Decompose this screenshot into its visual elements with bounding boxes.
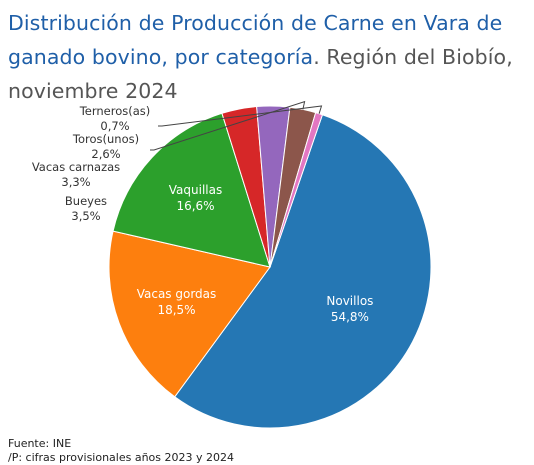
slice-value-bueyes: 3,5% xyxy=(71,209,100,223)
chart-title-sub: . Región del Biobío, noviembre 2024 xyxy=(8,45,513,103)
chart-title-main: Distribución de Producción de Carne en V… xyxy=(8,11,503,69)
footer-source: Fuente: INE xyxy=(8,437,72,450)
slice-value-vacas-carnazas: 3,3% xyxy=(61,175,90,189)
slice-label-vacas-gordas: Vacas gordas xyxy=(137,287,217,301)
slice-label-vaquillas: Vaquillas xyxy=(169,183,222,197)
slice-value-vaquillas: 16,6% xyxy=(176,199,214,213)
pie-slice-novillos xyxy=(174,114,432,429)
pie-slice-vacas-gordas xyxy=(108,230,271,398)
slice-value-novillos: 54,8% xyxy=(331,310,369,324)
chart-title: Distribución de Producción de Carne en V… xyxy=(8,6,532,108)
slice-label-novillos: Novillos xyxy=(326,294,373,308)
slice-label-terneros-as: Terneros(as) xyxy=(79,104,151,118)
slice-label-toros-unos: Toros(unos) xyxy=(72,132,139,146)
slice-value-terneros-as: 0,7% xyxy=(100,119,129,133)
pie-slices xyxy=(108,105,432,429)
leader-line-terneros-as xyxy=(158,105,323,127)
footer-note: /P: cifras provisionales años 2023 y 202… xyxy=(8,451,235,464)
slice-value-vacas-gordas: 18,5% xyxy=(157,303,195,317)
slice-label-vacas-carnazas: Vacas carnazas xyxy=(32,160,120,174)
leader-lines xyxy=(150,100,323,151)
leader-line-toros-unos xyxy=(150,100,306,151)
chart-footer: Fuente: INE /P: cifras provisionales año… xyxy=(8,437,234,465)
slice-labels: Novillos 54,8% Vacas gordas 18,5% Vaquillas 1… xyxy=(32,104,374,324)
slice-value-toros-unos: 2,6% xyxy=(91,147,120,161)
pie-slice-vaquillas xyxy=(112,112,271,268)
slice-label-bueyes: Bueyes xyxy=(65,194,107,208)
pie-chart: Novillos 54,8% Vacas gordas 18,5% Vaquillas 1… xyxy=(32,100,432,429)
